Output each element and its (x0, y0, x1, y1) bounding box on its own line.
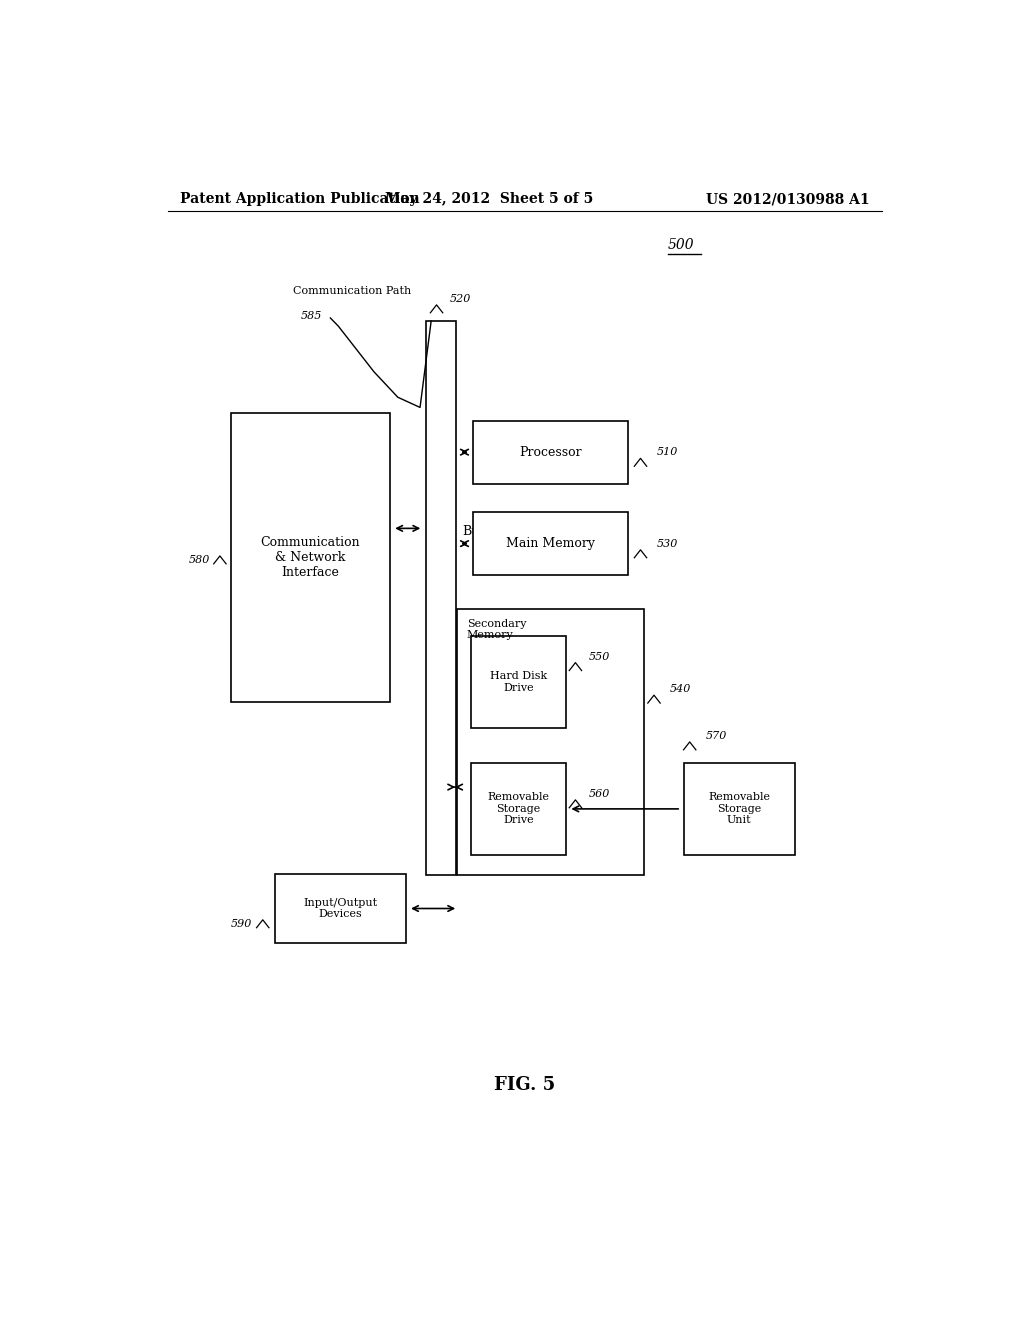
Text: 530: 530 (656, 539, 678, 549)
Bar (471, 763, 566, 854)
Text: Communication Path: Communication Path (293, 285, 412, 296)
Text: 550: 550 (589, 652, 610, 661)
Bar (231, 412, 390, 702)
Bar (684, 763, 795, 854)
Text: Input/Output
Devices: Input/Output Devices (303, 898, 378, 919)
Text: Processor: Processor (519, 446, 582, 458)
Text: 585: 585 (301, 312, 323, 321)
Text: Bus: Bus (462, 525, 485, 539)
Text: Main Memory: Main Memory (506, 537, 595, 550)
Text: 570: 570 (706, 731, 727, 741)
Text: 510: 510 (656, 447, 678, 457)
Text: Removable
Storage
Drive: Removable Storage Drive (487, 792, 550, 825)
Text: 540: 540 (670, 684, 691, 694)
Text: US 2012/0130988 A1: US 2012/0130988 A1 (707, 191, 870, 206)
Bar (458, 609, 644, 875)
Bar (473, 421, 628, 483)
Text: 500: 500 (668, 238, 694, 252)
Bar (274, 874, 406, 942)
Text: Removable
Storage
Unit: Removable Storage Unit (708, 792, 770, 825)
Text: 580: 580 (188, 554, 210, 565)
Text: Secondary
Memory: Secondary Memory (467, 619, 526, 640)
Text: 590: 590 (231, 919, 253, 929)
Bar (473, 512, 628, 576)
Text: 520: 520 (451, 294, 472, 304)
Text: Communication
& Network
Interface: Communication & Network Interface (261, 536, 360, 579)
Bar (426, 321, 456, 875)
Text: May 24, 2012  Sheet 5 of 5: May 24, 2012 Sheet 5 of 5 (385, 191, 593, 206)
Bar (471, 636, 566, 727)
Text: FIG. 5: FIG. 5 (495, 1076, 555, 1094)
Text: 560: 560 (589, 789, 610, 799)
Text: Patent Application Publication: Patent Application Publication (179, 191, 419, 206)
Text: Hard Disk
Drive: Hard Disk Drive (489, 671, 547, 693)
